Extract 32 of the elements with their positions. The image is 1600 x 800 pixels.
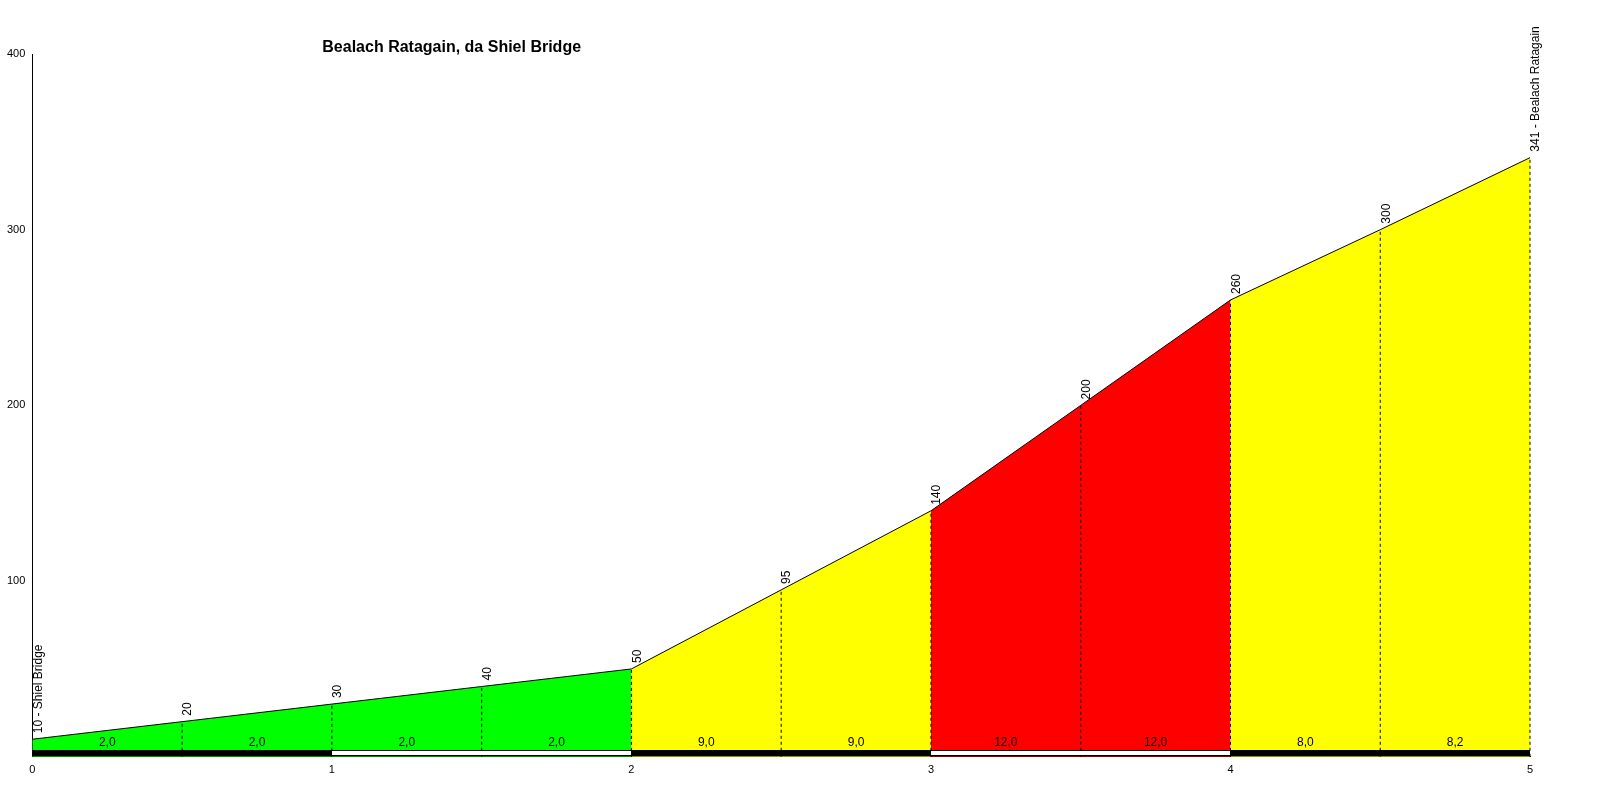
annotation: 9,0 bbox=[847, 735, 865, 750]
annotation: 2,0 bbox=[548, 735, 566, 750]
data-label: 30 bbox=[330, 684, 345, 699]
data-label: 20 bbox=[180, 701, 195, 716]
annotation: 2,0 bbox=[398, 735, 416, 750]
annotation: 9,0 bbox=[697, 735, 715, 750]
annotation: 2,0 bbox=[98, 735, 116, 750]
data-label: 95 bbox=[779, 570, 794, 584]
annotation: 12,0 bbox=[994, 735, 1018, 750]
x-tick-label: 2 bbox=[628, 763, 635, 776]
annotation: 8,2 bbox=[1446, 735, 1464, 750]
y-tick-label: 300 bbox=[6, 222, 26, 235]
annotation: 12,0 bbox=[1143, 735, 1168, 750]
chart-title: Bealach Ratagain, da Shiel Bridge bbox=[322, 38, 582, 56]
x-tick-label: 1 bbox=[328, 763, 335, 776]
y-tick-label: 200 bbox=[6, 398, 26, 411]
data-label: 300 bbox=[1378, 203, 1393, 224]
data-label: 140 bbox=[929, 484, 944, 505]
data-label: 40 bbox=[479, 666, 494, 681]
data-label: 341 - Bealach Ratagain bbox=[1528, 26, 1543, 152]
y-tick-label: 400 bbox=[6, 47, 26, 60]
data-label: 200 bbox=[1079, 379, 1094, 400]
data-label: 50 bbox=[629, 649, 644, 663]
x-tick-label: 0 bbox=[29, 763, 36, 776]
data-label: 260 bbox=[1228, 273, 1243, 294]
y-tick-label: 100 bbox=[6, 574, 26, 587]
x-tick-label: 3 bbox=[927, 763, 934, 776]
annotation: 2,0 bbox=[248, 735, 266, 750]
x-tick-label: 4 bbox=[1227, 763, 1234, 776]
x-tick-label: 5 bbox=[1526, 763, 1534, 776]
annotation: 8,0 bbox=[1297, 735, 1315, 750]
data-label: 10 - Shiel Bridge bbox=[30, 644, 45, 734]
